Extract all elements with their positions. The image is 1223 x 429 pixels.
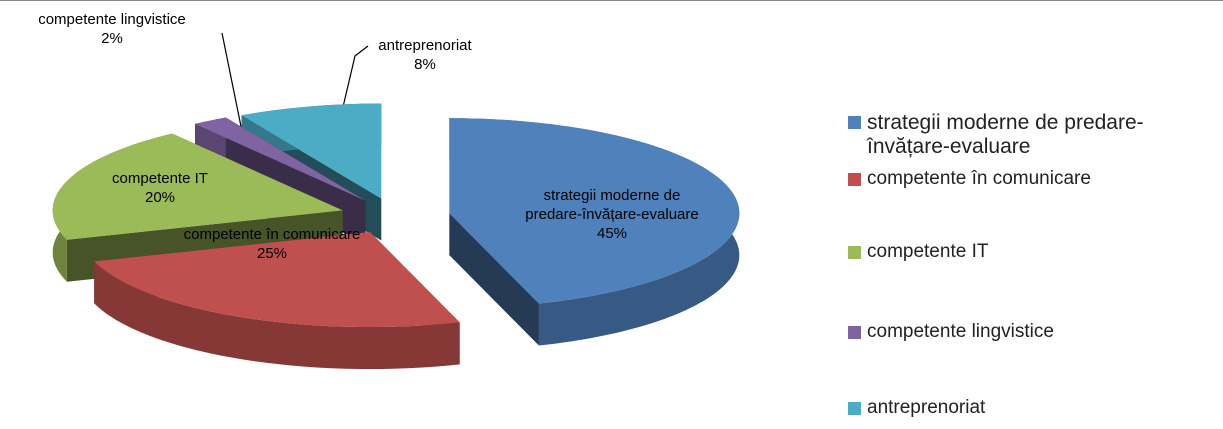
legend-swatch [848, 326, 861, 339]
data-label-value: 25% [256, 245, 288, 262]
data-label: competente în comunicare 25% [142, 225, 402, 263]
legend-label: competente în comunicare [867, 168, 1091, 189]
slice [52, 133, 343, 240]
data-label: competente IT 20% [80, 169, 240, 207]
data-label-name: competente IT [112, 170, 208, 187]
legend-swatch [848, 116, 861, 129]
legend-item: competente lingvistice [848, 321, 1208, 343]
data-label: strategii moderne de predare-învățare-ev… [517, 186, 707, 243]
data-label-name: strategii moderne de predare-învățare-ev… [525, 187, 699, 223]
legend-label: competente IT [867, 241, 989, 262]
legend-item: antreprenoriat [848, 397, 1208, 419]
data-label: antreprenoriat 8% [345, 36, 505, 74]
legend-label: antreprenoriat [867, 397, 986, 418]
slice [449, 118, 740, 304]
data-label-value: 8% [414, 56, 436, 73]
legend-item: competente în comunicare [848, 168, 1208, 190]
legend-item: competente IT [848, 241, 1208, 263]
data-label-value: 45% [596, 225, 628, 242]
legend-swatch [848, 246, 861, 259]
data-label-value: 20% [144, 189, 176, 206]
data-label-name: competente în comunicare [183, 226, 361, 243]
legend-label: competente lingvistice [867, 321, 1054, 342]
slice-side [449, 213, 539, 346]
data-label-value: 2% [101, 30, 123, 47]
data-label: competente lingvistice 2% [0, 10, 227, 48]
slice [241, 103, 382, 199]
slice [195, 117, 366, 201]
legend-item: strategii moderne de predare-învățare-ev… [848, 111, 1198, 159]
data-label-name: competente lingvistice [38, 11, 186, 28]
slice-wall [94, 261, 460, 370]
data-label-name: antreprenoriat [378, 37, 472, 54]
legend-label: strategii moderne de predare-învățare-ev… [867, 111, 1144, 158]
slice [94, 232, 460, 328]
legend-swatch [848, 173, 861, 186]
legend-swatch [848, 402, 861, 415]
